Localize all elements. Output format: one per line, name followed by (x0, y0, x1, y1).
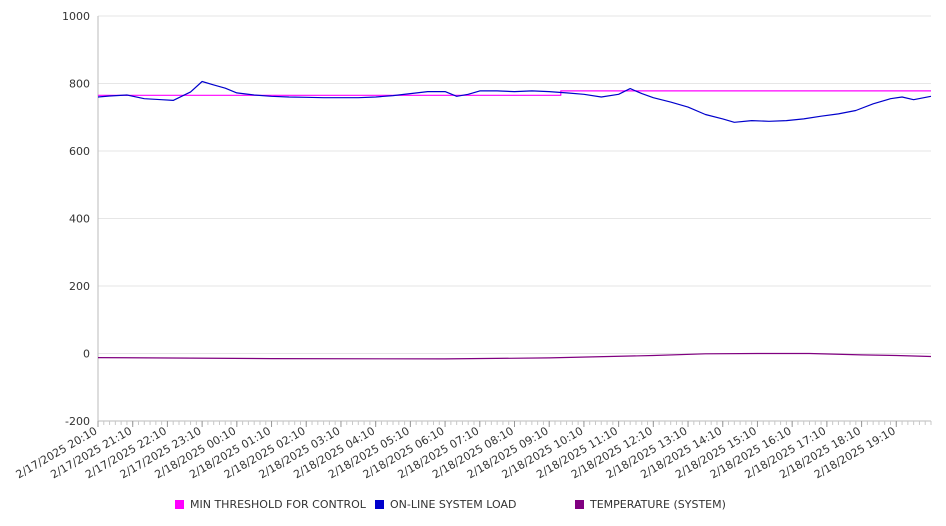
legend-item-temperature: TEMPERATURE (SYSTEM) (575, 498, 726, 511)
y-tick-label: 1000 (62, 10, 90, 23)
series-line-temperature (97, 352, 932, 360)
legend-swatch (175, 500, 184, 509)
series-line-threshold (98, 90, 931, 96)
legend-item-system-load: ON-LINE SYSTEM LOAD (375, 498, 516, 511)
grid-lines (98, 15, 931, 422)
legend-item-threshold: MIN THRESHOLD FOR CONTROL (175, 498, 366, 511)
y-tick-label: 600 (69, 145, 90, 158)
legend-label: MIN THRESHOLD FOR CONTROL (190, 498, 366, 511)
x-axis: 2/17/2025 20:102/17/2025 21:102/17/2025 … (14, 420, 932, 481)
legend: MIN THRESHOLD FOR CONTROL ON-LINE SYSTEM… (0, 498, 946, 514)
legend-swatch (575, 500, 584, 509)
y-tick-label: -200 (65, 415, 90, 428)
y-tick-label: 0 (83, 348, 90, 361)
y-tick-label: 400 (69, 213, 90, 226)
y-axis: -200 0 200 400 600 800 1000 (62, 10, 99, 428)
legend-label: TEMPERATURE (SYSTEM) (590, 498, 726, 511)
y-tick-label: 800 (69, 78, 90, 91)
legend-label: ON-LINE SYSTEM LOAD (390, 498, 517, 511)
series-lines (97, 80, 932, 360)
legend-swatch (375, 500, 384, 509)
y-tick-label: 200 (69, 280, 90, 293)
series-line-system-load (97, 80, 932, 123)
